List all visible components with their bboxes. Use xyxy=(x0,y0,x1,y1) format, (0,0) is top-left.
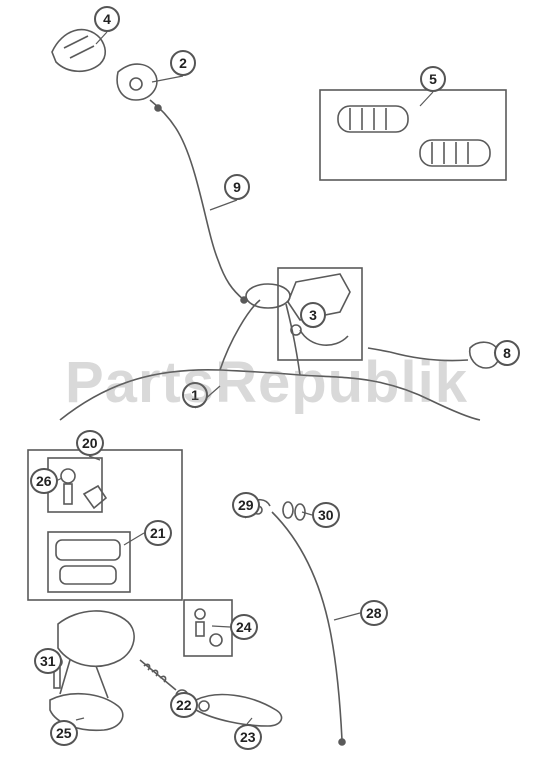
callout-8: 8 xyxy=(494,340,520,366)
part-handlebar-riser xyxy=(220,300,300,375)
callout-31: 31 xyxy=(34,648,62,674)
part-brake-hose xyxy=(272,512,342,740)
leader-21 xyxy=(124,533,144,545)
callout-1: 1 xyxy=(182,382,208,408)
leader-9 xyxy=(210,200,237,210)
callout-4: 4 xyxy=(94,6,120,32)
part-handlebar xyxy=(60,370,480,420)
callout-24: 24 xyxy=(230,614,258,640)
part-washers-30 xyxy=(283,502,305,520)
part-master-cylinder xyxy=(58,611,134,698)
part-throttle-housing xyxy=(117,64,157,100)
part-cover-21 xyxy=(56,540,120,584)
callout-21: 21 xyxy=(144,520,172,546)
callout-22: 22 xyxy=(170,692,198,718)
part-throttle-grip xyxy=(52,30,105,72)
callout-26: 26 xyxy=(30,468,58,494)
leader-4 xyxy=(96,32,107,44)
callout-30: 30 xyxy=(312,502,340,528)
leader-5 xyxy=(420,92,433,106)
leader-24 xyxy=(212,626,230,627)
leader-30 xyxy=(302,512,312,515)
callout-28: 28 xyxy=(360,600,388,626)
callout-23: 23 xyxy=(234,724,262,750)
part-handlebar-crossbar-mount xyxy=(246,284,290,308)
callout-5: 5 xyxy=(420,66,446,92)
diagram-canvas: 4 2 5 9 3 1 8 20 26 21 29 30 28 24 31 22… xyxy=(0,0,533,771)
part-bolt-26 xyxy=(61,469,75,504)
leader-25 xyxy=(76,718,84,720)
diagram-svg xyxy=(0,0,533,771)
part-grip-left xyxy=(338,106,408,132)
part-small-24 xyxy=(195,609,222,646)
part-grip-right xyxy=(420,140,490,166)
callout-9: 9 xyxy=(224,174,250,200)
callout-20: 20 xyxy=(76,430,104,456)
callout-29: 29 xyxy=(232,492,260,518)
group-box-24 xyxy=(184,600,232,656)
part-lever-23 xyxy=(196,695,282,726)
callout-25: 25 xyxy=(50,720,78,746)
callout-3: 3 xyxy=(300,302,326,328)
part-kill-switch xyxy=(368,342,499,368)
leader-28 xyxy=(334,613,360,620)
part-throttle-cable xyxy=(150,100,244,300)
callout-2: 2 xyxy=(170,50,196,76)
